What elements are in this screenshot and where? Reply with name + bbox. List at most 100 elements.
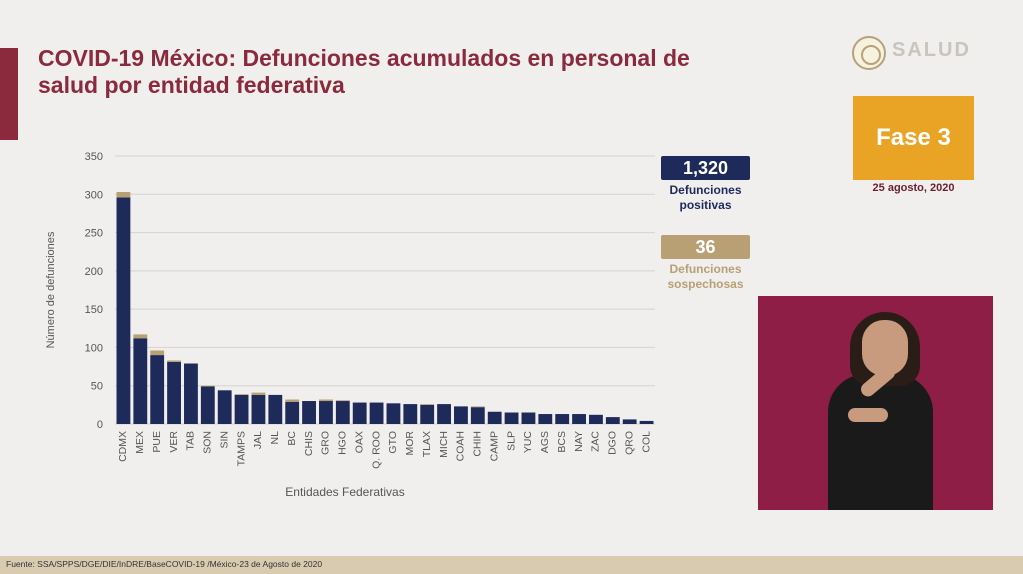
y-tick-label: 350: [85, 151, 103, 163]
bar-positive: [572, 414, 586, 424]
bar-positive: [504, 412, 519, 424]
bar-suspect: [319, 399, 333, 402]
logo-text: SALUD: [892, 39, 971, 61]
bar-positive: [268, 394, 283, 424]
x-tick-label: Q. ROO: [370, 431, 382, 469]
x-tick-label: ZAC: [590, 431, 602, 452]
bar-suspect: [234, 394, 249, 395]
y-tick-label: 150: [85, 304, 103, 316]
x-tick-label: AGS: [539, 431, 551, 453]
bar-positive: [605, 417, 620, 424]
x-tick-label: VER: [168, 431, 180, 453]
page-title: COVID-19 México: Defunciones acumulados …: [38, 45, 798, 99]
x-tick-label: GRO: [320, 431, 332, 455]
positive-deaths-label: Defunciones positivas: [645, 183, 766, 213]
y-tick-label: 50: [91, 381, 103, 393]
bar-positive: [150, 355, 165, 424]
suspect-deaths-label: Defunciones sospechosas: [645, 262, 766, 292]
interpreter-body: [828, 374, 933, 510]
bar-positive: [403, 404, 418, 424]
x-tick-label: CDMX: [117, 431, 129, 462]
interpreter-hand-right: [848, 408, 888, 422]
x-tick-label: TAB: [185, 431, 197, 451]
title-line-1: COVID-19 México: Defunciones acumulados …: [38, 45, 690, 71]
bar-suspect: [167, 360, 181, 362]
footer: Fuente: SSA/SPPS/DGE/DIE/InDRE/BaseCOVID…: [0, 556, 1023, 574]
positive-label-line-2: positivas: [679, 198, 732, 212]
y-tick-label: 250: [85, 228, 103, 240]
x-tick-label: TLAX: [421, 431, 433, 457]
bar-positive: [521, 412, 536, 424]
x-tick-label: CAMP: [488, 431, 500, 461]
bar-suspect: [200, 385, 215, 387]
y-tick-label: 200: [85, 266, 103, 278]
bar-positive: [335, 401, 350, 424]
suspect-deaths-badge: 36: [661, 235, 750, 259]
bar-positive: [116, 197, 131, 424]
source-note: Fuente: SSA/SPPS/DGE/DIE/InDRE/BaseCOVID…: [6, 559, 323, 569]
suspect-label-line-2: sospechosas: [667, 277, 744, 291]
x-tick-label: HGO: [337, 431, 349, 455]
bar-positive: [555, 414, 570, 424]
x-tick-label: CHIS: [303, 431, 315, 456]
bar-positive: [319, 401, 333, 424]
x-tick-label: SON: [202, 431, 214, 454]
bar-positive: [386, 403, 401, 424]
bar-positive: [234, 394, 249, 424]
bar-suspect: [251, 392, 266, 395]
y-tick-label: 300: [85, 189, 103, 201]
bar-positive: [133, 338, 148, 424]
title-line-2: salud por entidad federativa: [38, 72, 345, 98]
x-tick-label: DGO: [607, 431, 619, 455]
x-tick-label: MEX: [134, 431, 146, 454]
bar-positive: [470, 407, 485, 424]
x-tick-label: OAX: [353, 431, 365, 453]
bar-positive: [622, 419, 637, 424]
positive-label-line-1: Defunciones: [669, 183, 742, 197]
x-tick-label: COL: [640, 431, 652, 453]
x-tick-label: TAMPS: [235, 431, 247, 466]
bar-positive: [420, 404, 435, 424]
bar-positive: [184, 363, 198, 424]
suspect-label-line-1: Defunciones: [669, 262, 742, 276]
bar-positive: [167, 361, 181, 424]
y-tick-label: 100: [85, 342, 103, 354]
bar-suspect: [420, 404, 435, 405]
bar-positive: [251, 394, 266, 424]
bar-positive: [352, 402, 367, 424]
x-tick-label: PUE: [151, 431, 163, 453]
bar-positive: [285, 401, 300, 424]
y-axis-label: Número de defunciones: [45, 231, 57, 348]
bar-positive: [437, 404, 451, 424]
x-tick-label: NAY: [573, 431, 585, 452]
bar-positive: [454, 406, 468, 424]
bar-positive: [200, 386, 215, 424]
x-tick-label: JAL: [252, 431, 264, 449]
bar-positive: [538, 414, 553, 424]
salud-logo: SALUD: [852, 34, 1002, 74]
phase-badge: Fase 3: [853, 96, 974, 180]
bar-positive: [369, 402, 384, 424]
national-seal-icon: [852, 36, 886, 70]
bar-suspect: [285, 399, 300, 402]
bar-suspect: [335, 400, 350, 402]
positive-deaths-badge: 1,320: [661, 156, 750, 180]
x-tick-label: GTO: [387, 431, 399, 454]
bar-positive: [487, 411, 502, 424]
bar-positive: [639, 420, 654, 424]
x-tick-label: BC: [286, 431, 298, 446]
bar-suspect: [133, 334, 148, 339]
phase-date: 25 agosto, 2020: [872, 182, 955, 194]
x-tick-label: MICH: [438, 431, 450, 458]
x-tick-label: NL: [269, 431, 281, 445]
bar-positive: [589, 414, 603, 424]
bar-suspect: [470, 406, 485, 408]
x-tick-label: QRO: [623, 431, 635, 455]
bar-positive: [217, 390, 232, 424]
x-tick-label: MOR: [404, 431, 416, 456]
x-tick-label: CHIH: [472, 431, 484, 457]
x-tick-label: BCS: [556, 431, 568, 453]
y-tick-label: 0: [97, 419, 103, 431]
bar-positive: [302, 401, 316, 424]
